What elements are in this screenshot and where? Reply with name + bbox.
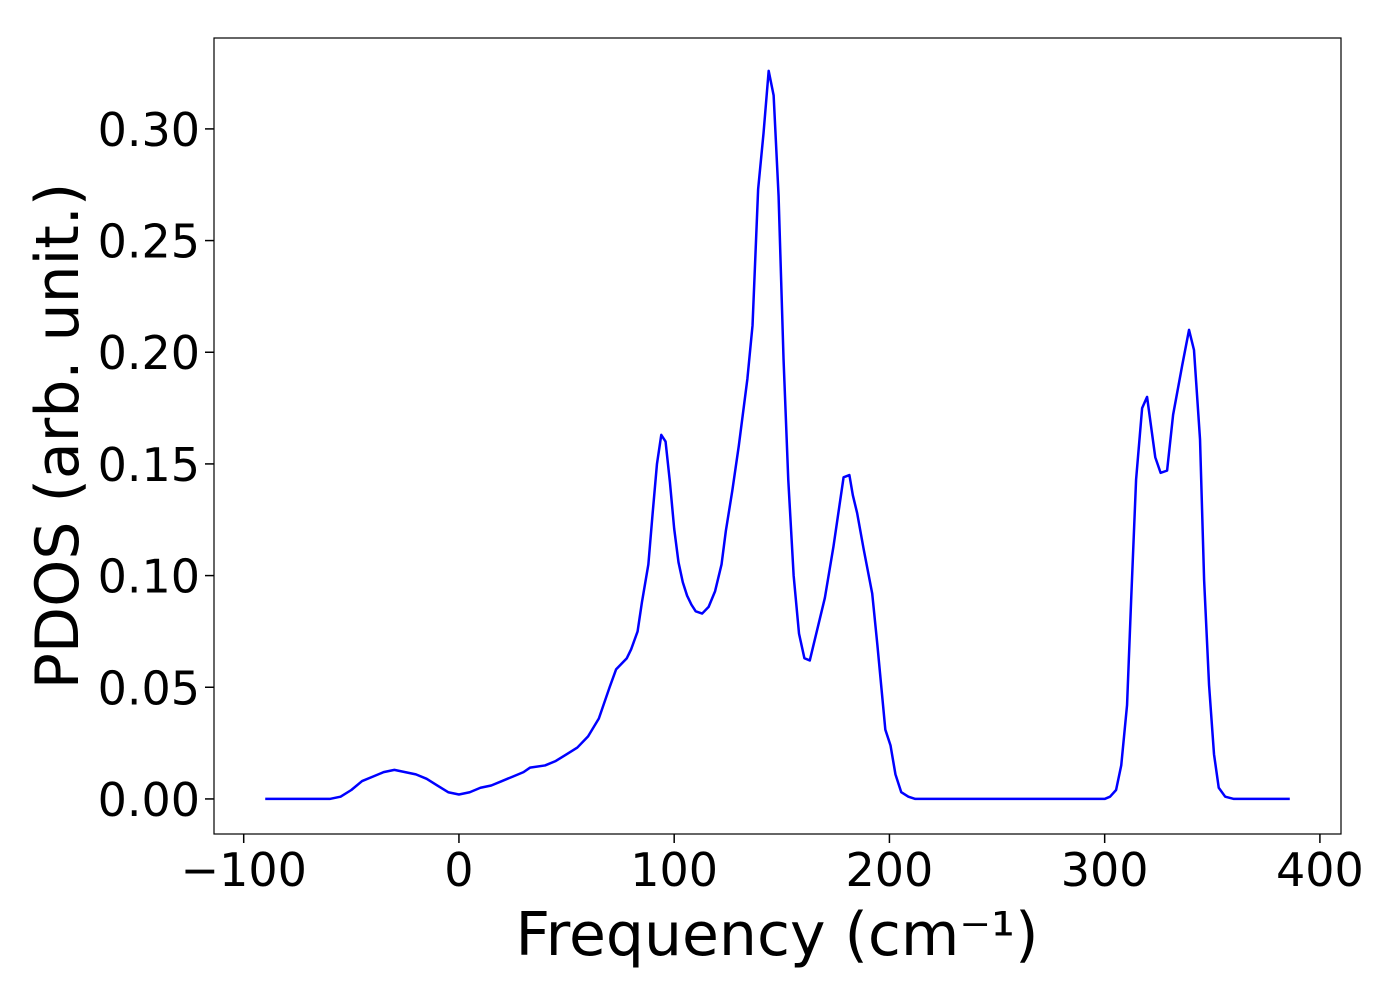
y-tick-label: 0.00 [98,773,200,827]
x-tick-label: −100 [181,843,307,897]
y-tick-label: 0.05 [98,661,200,715]
y-tick-label: 0.25 [98,215,200,269]
x-tick-label: 400 [1276,843,1364,897]
y-tick-label: 0.10 [98,550,200,604]
y-tick-label: 0.20 [98,326,200,380]
y-tick-label: 0.30 [98,103,200,157]
plot-frame [213,37,1342,835]
x-tick-label: 100 [630,843,718,897]
data-line [265,69,1290,801]
x-tick-label: 300 [1061,843,1149,897]
x-axis-label: Frequency (cm⁻¹) [515,900,1038,970]
y-axis-label: PDOS (arb. unit.) [23,183,93,690]
y-tick-label: 0.15 [98,438,200,492]
x-tick-label: 200 [846,843,934,897]
x-tick-label: 0 [444,843,473,897]
